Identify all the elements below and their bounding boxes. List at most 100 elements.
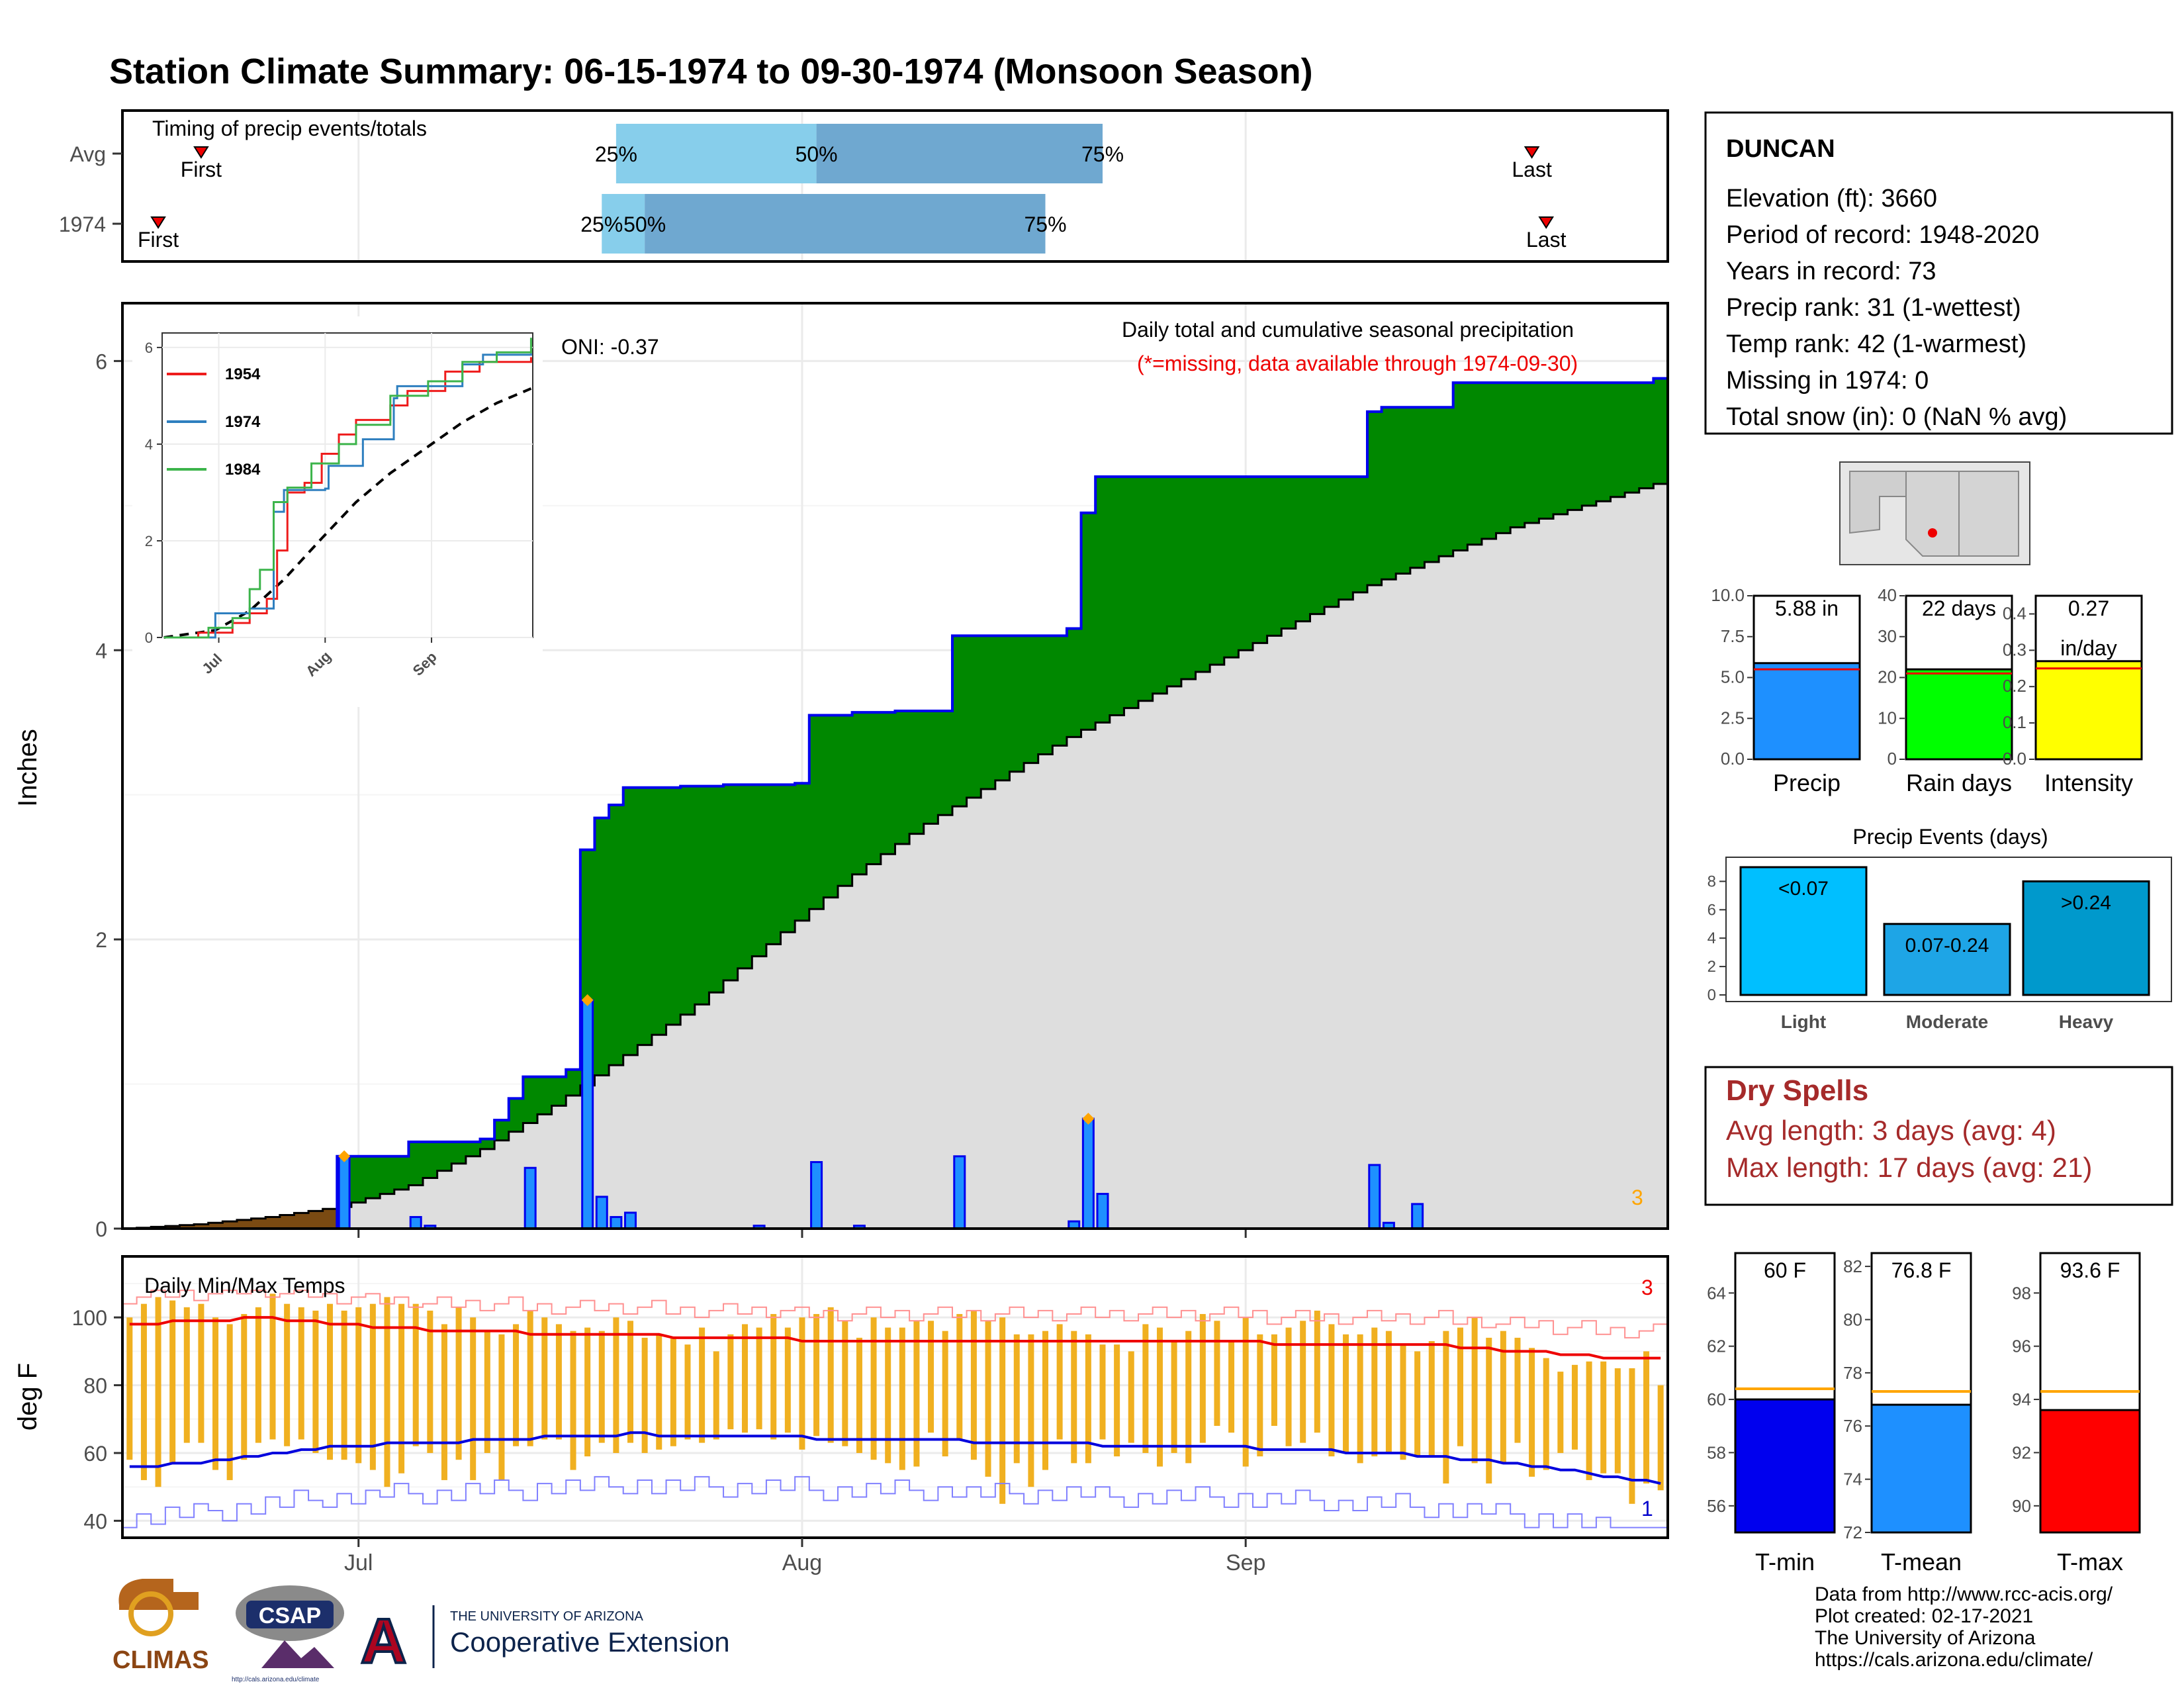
surplus-area xyxy=(1267,477,1282,636)
daily-temp-bar xyxy=(412,1303,419,1446)
surplus-area xyxy=(1524,383,1540,524)
daily-temp-bar xyxy=(584,1327,591,1457)
daily-temp-bar xyxy=(198,1303,205,1443)
surplus-area xyxy=(909,710,925,834)
daily-temp-bar xyxy=(1514,1337,1521,1443)
daily-temp-bar xyxy=(326,1303,333,1460)
month-axis: Jul Aug Sep xyxy=(344,1538,1265,1575)
surplus-area xyxy=(594,818,610,1076)
summary-y-tick-label: 0.3 xyxy=(2003,639,2026,659)
surplus-area xyxy=(451,1141,467,1164)
daily-temp-bar xyxy=(1042,1331,1049,1470)
daily-temp-bar xyxy=(269,1293,276,1440)
temp-summary-y-tick-label: 82 xyxy=(1843,1256,1862,1276)
surplus-area xyxy=(423,1141,438,1178)
surplus-area xyxy=(1596,383,1612,502)
last-event-marker xyxy=(1524,146,1540,159)
surplus-area xyxy=(1567,383,1582,510)
daily-temp-bar xyxy=(1214,1321,1220,1427)
surplus-area xyxy=(694,786,710,1005)
deficit-area xyxy=(208,1223,223,1229)
surplus-area xyxy=(1066,628,1082,737)
surplus-area xyxy=(1038,635,1053,755)
temp-summary-label: T-min xyxy=(1755,1548,1815,1575)
daily-temp-bar xyxy=(1400,1344,1406,1460)
surplus-area xyxy=(1338,477,1353,600)
surplus-area xyxy=(1396,407,1411,574)
temperature-panel-background xyxy=(122,1256,1668,1538)
summary-y-tick-label: 20 xyxy=(1878,667,1897,687)
precip-panel-frame xyxy=(121,302,1669,1230)
daily-precip-bar xyxy=(1368,1164,1381,1230)
surplus-area xyxy=(1381,407,1396,580)
daily-precip-bar xyxy=(624,1211,637,1230)
surplus-area xyxy=(1052,635,1068,746)
footer-line: https://cals.arizona.edu/climate/ xyxy=(1815,1649,2093,1671)
deficit-area xyxy=(308,1211,324,1229)
daily-temp-bar xyxy=(1471,1317,1478,1464)
daily-temp-bar xyxy=(1099,1344,1106,1440)
daily-temp-bar xyxy=(1600,1361,1607,1474)
daily-temp-bar xyxy=(1228,1341,1235,1433)
summary-panels: 0.0 2.5 5.0 7.5 10.0 5.88 in Precip 0 10 20 30 40 22… xyxy=(1711,585,2143,796)
daily-temp-bar xyxy=(341,1310,347,1460)
surplus-area xyxy=(566,1069,581,1096)
temp-summary-y-tick-label: 94 xyxy=(2012,1389,2031,1409)
surplus-area xyxy=(1024,635,1039,763)
daily-temp-bar xyxy=(1385,1331,1392,1453)
last-event-marker xyxy=(1538,216,1555,229)
dry-spells-title: Dry Spells xyxy=(1726,1074,1868,1107)
daily-temp-bar xyxy=(999,1317,1006,1504)
daily-temp-bar xyxy=(298,1307,304,1440)
footer-lines: Data from http://www.rcc-acis.org/Plot c… xyxy=(1815,1583,2113,1671)
deficit-area xyxy=(179,1225,195,1229)
ua-logo-top: THE UNIVERSITY OF ARIZONA xyxy=(450,1609,644,1624)
inset-frame xyxy=(161,332,533,638)
daily-temp-bar xyxy=(1128,1351,1134,1443)
surplus-area xyxy=(1310,477,1325,614)
inset-legend-label: 1974 xyxy=(225,413,261,431)
temp-summary-y-tick-label: 72 xyxy=(1843,1523,1862,1542)
surplus-area xyxy=(1481,383,1497,539)
timing-quartile-high xyxy=(645,194,1046,254)
surplus-area xyxy=(637,787,653,1045)
summary-y-tick-label: 0.1 xyxy=(2003,712,2026,732)
temperature-y-axis-title: deg F xyxy=(13,1363,42,1430)
station-info-line: Missing in 1974: 0 xyxy=(1726,367,1929,395)
events-bar xyxy=(1883,923,2011,996)
csap-logo-url: http://cals.arizona.edu/climate xyxy=(232,1676,320,1683)
dry-spells-max: Max length: 17 days (avg: 21) xyxy=(1726,1152,2092,1183)
events-category-label: Light xyxy=(1781,1011,1826,1032)
daily-precip-bar xyxy=(953,1155,966,1230)
daily-temp-bar xyxy=(484,1331,490,1453)
dry-spells-box: Dry Spells Avg length: 3 days (avg: 4) M… xyxy=(1704,1066,2173,1206)
temp-summary-bar xyxy=(1870,1403,1972,1534)
daily-temp-bar xyxy=(1571,1364,1578,1450)
daily-temp-bar xyxy=(727,1334,734,1430)
daily-temp-bar xyxy=(784,1327,791,1433)
daily-temp-bar xyxy=(670,1337,676,1446)
daily-temp-bar xyxy=(1343,1334,1349,1453)
daily-precip-bar xyxy=(338,1155,351,1230)
events-y-tick-label: 4 xyxy=(1707,929,1716,947)
inset-legend-label: 1954 xyxy=(225,365,261,383)
daily-temp-bar xyxy=(1371,1327,1378,1457)
daily-temp-bar xyxy=(183,1307,190,1443)
summary-y-tick-label: 10 xyxy=(1878,708,1897,727)
daily-temp-bar xyxy=(1543,1358,1549,1470)
daily-temp-bar xyxy=(885,1327,891,1464)
daily-temp-bar xyxy=(384,1297,390,1487)
summary-panel-label: Intensity xyxy=(2044,769,2133,796)
daily-temp-bar xyxy=(312,1310,319,1453)
average-cumulative-line xyxy=(122,483,1668,1230)
surplus-area xyxy=(923,710,938,824)
surplus-area xyxy=(880,712,896,855)
surplus-area xyxy=(1424,407,1439,563)
oni-label: ONI: -0.37 xyxy=(561,335,659,359)
dry-spells-avg: Avg length: 3 days (avg: 4) xyxy=(1726,1115,2056,1146)
daily-temp-bar xyxy=(813,1314,820,1436)
surplus-area xyxy=(766,784,782,945)
events-y-tick-label: 6 xyxy=(1707,901,1716,919)
temperature-y-tick-label: 100 xyxy=(72,1306,107,1330)
